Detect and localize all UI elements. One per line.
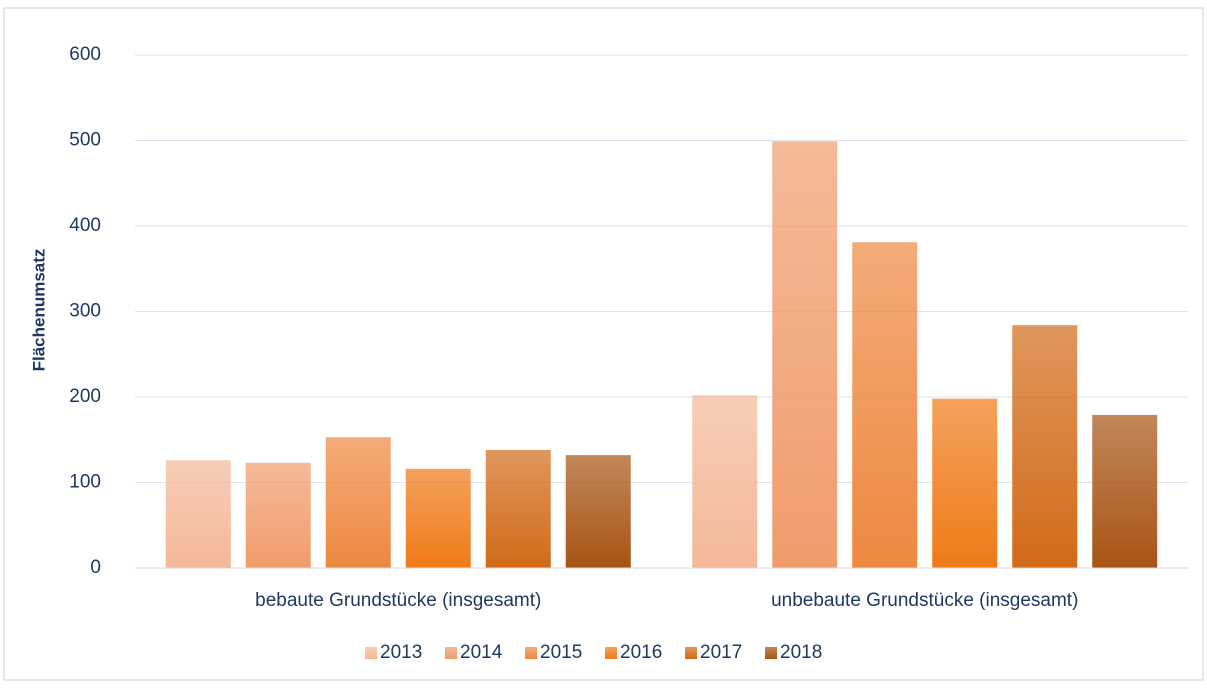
bar	[692, 395, 758, 568]
bar	[245, 462, 311, 568]
y-tick-label: 400	[69, 215, 101, 236]
legend-label: 2014	[460, 642, 503, 663]
bar	[772, 141, 838, 569]
legend-label: 2016	[620, 642, 662, 663]
legend-label: 2015	[540, 642, 582, 663]
legend-swatch	[605, 647, 617, 659]
bar	[932, 398, 998, 568]
y-tick-label: 0	[90, 557, 101, 578]
bar	[852, 242, 918, 568]
bar	[1012, 325, 1078, 568]
y-tick-label: 200	[69, 386, 101, 407]
x-tick-label: unbebaute Grundstücke (insgesamt)	[771, 590, 1078, 611]
legend-swatch	[685, 647, 697, 659]
y-tick-label: 600	[69, 44, 101, 65]
legend-swatch	[765, 647, 777, 659]
legend-label: 2017	[700, 642, 742, 663]
y-axis-title: Flächenumsatz	[29, 249, 48, 372]
y-tick-label: 100	[69, 472, 101, 493]
bar	[565, 455, 631, 568]
bar	[325, 437, 391, 568]
bar	[1092, 414, 1158, 568]
legend-label: 2018	[780, 642, 822, 663]
bar	[405, 468, 471, 568]
legend-swatch	[365, 647, 377, 659]
bar	[165, 460, 231, 568]
x-tick-label: bebaute Grundstücke (insgesamt)	[255, 590, 541, 611]
legend-swatch	[525, 647, 537, 659]
y-tick-label: 300	[69, 301, 101, 322]
legend-label: 2013	[380, 642, 422, 663]
bar	[485, 450, 551, 568]
legend-swatch	[445, 647, 457, 659]
y-tick-label: 500	[69, 130, 101, 151]
